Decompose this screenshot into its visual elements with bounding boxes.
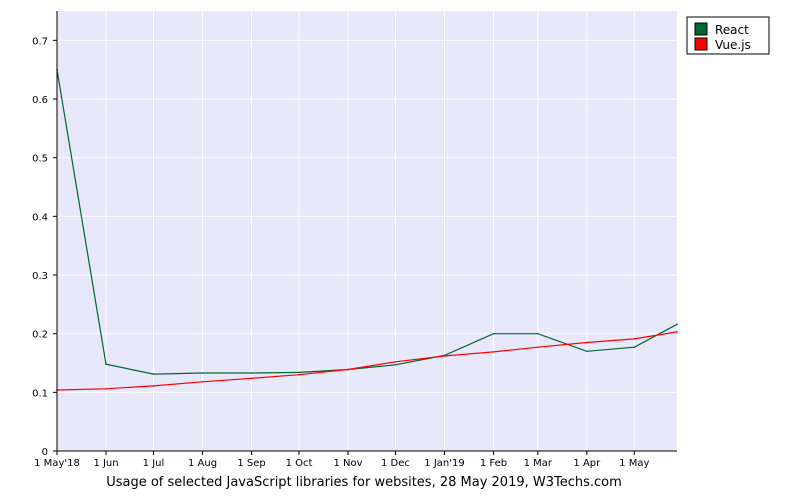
data-point-react: [537, 332, 539, 335]
data-point-react: [492, 332, 495, 335]
axes: [53, 11, 677, 455]
x-tick-label: 1 Apr: [573, 458, 601, 469]
data-point-vuejs: [201, 381, 204, 383]
y-tick-label: 0.1: [32, 388, 48, 399]
data-point-vuejs: [586, 341, 588, 344]
data-point-vuejs: [633, 338, 636, 340]
x-tick-label: 1 Jun: [93, 458, 118, 469]
data-point-vuejs: [105, 388, 107, 390]
legend: React Vue.js: [686, 16, 770, 55]
x-tick-label: 1 Oct: [286, 458, 313, 469]
x-tick-label: 1 Aug: [188, 458, 217, 469]
tick-labels: 0 0.1 0.2 0.3 0.4 0.5 0.6 0.7 1 May'18 1 Jun 1 Jul…: [32, 36, 649, 469]
y-tick-label: 0: [42, 447, 48, 458]
x-tick-label: 1 Mar: [524, 458, 553, 469]
data-point-react: [394, 364, 397, 366]
data-point-vuejs: [394, 361, 397, 363]
grid-lines: [57, 11, 677, 451]
series-layer: [56, 68, 678, 391]
x-tick-label: 1 Sep: [237, 458, 265, 469]
data-point-vuejs: [250, 377, 253, 380]
x-tick-label: 1 Nov: [333, 458, 362, 469]
plot-background: [57, 11, 677, 451]
x-tick-label: 1 May'18: [34, 458, 80, 469]
y-tick-label: 0.6: [32, 95, 48, 106]
x-tick-label: 1 Feb: [480, 458, 507, 469]
data-point-react: [201, 372, 204, 374]
data-point-vuejs: [676, 331, 678, 333]
data-point-vuejs: [537, 346, 539, 349]
legend-label-vuejs: Vue.js: [715, 38, 751, 52]
x-tick-label: 1 May: [619, 458, 649, 469]
data-point-react: [105, 363, 107, 366]
x-tick-label: 1 Dec: [381, 458, 410, 469]
data-point-react: [586, 350, 588, 353]
data-point-vuejs: [347, 368, 349, 371]
data-point-react: [152, 373, 155, 375]
y-tick-label: 0.2: [32, 330, 48, 341]
data-point-react: [633, 346, 636, 349]
x-tick-label: 1 Jan'19: [424, 458, 464, 469]
y-tick-label: 0.5: [32, 154, 48, 165]
series-line-vuejs: [56, 331, 678, 391]
legend-swatch-react: [694, 22, 708, 36]
series-line-react: [56, 69, 678, 375]
data-point-react: [676, 323, 678, 326]
data-point-vuejs: [152, 385, 155, 387]
data-point-react: [250, 372, 253, 374]
data-point-react: [298, 371, 300, 374]
data-point-vuejs: [492, 351, 495, 353]
y-tick-label: 0.3: [32, 271, 48, 282]
legend-label-react: React: [715, 23, 749, 37]
y-tick-label: 0.7: [32, 36, 48, 47]
legend-swatch-vuejs: [694, 37, 708, 51]
chart-caption: Usage of selected JavaScript libraries f…: [106, 475, 622, 490]
data-point-vuejs: [443, 355, 446, 357]
data-point-vuejs: [298, 373, 300, 376]
y-tick-label: 0.4: [32, 212, 48, 223]
x-tick-label: 1 Jul: [143, 458, 165, 469]
